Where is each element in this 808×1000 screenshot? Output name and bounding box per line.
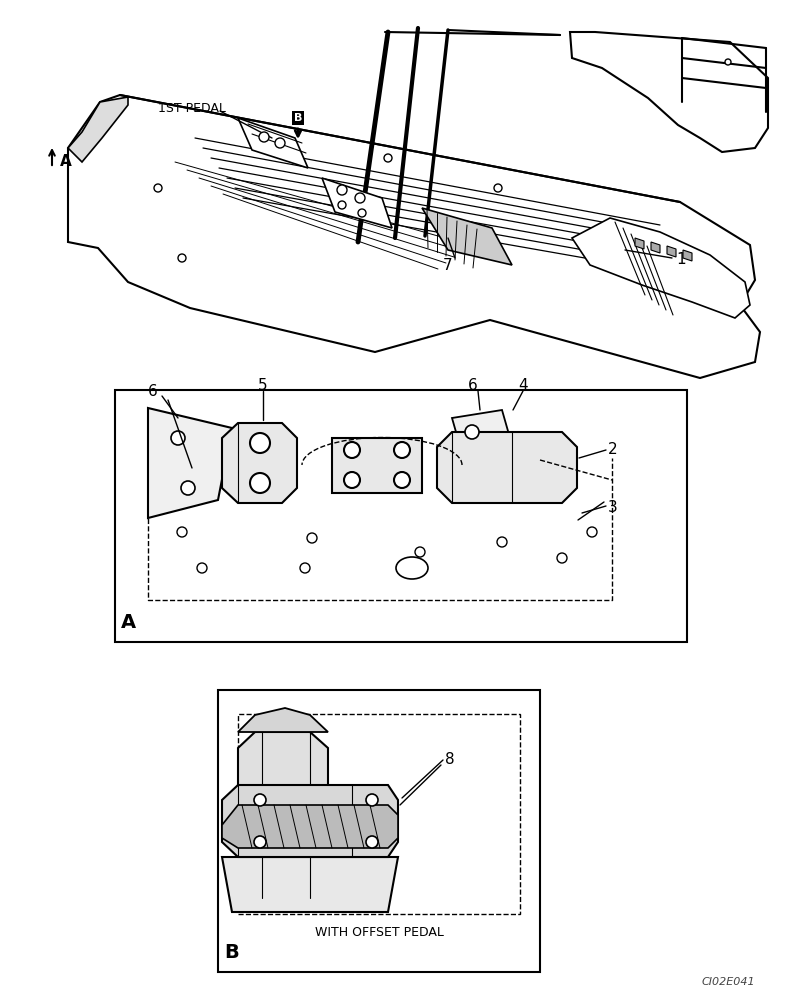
Polygon shape (452, 410, 512, 453)
Circle shape (178, 254, 186, 262)
Circle shape (415, 547, 425, 557)
Text: A: A (121, 613, 136, 632)
Text: A: A (60, 154, 72, 169)
Text: 6: 6 (148, 384, 158, 399)
Polygon shape (437, 432, 577, 503)
Ellipse shape (396, 557, 428, 579)
Circle shape (307, 533, 317, 543)
Circle shape (197, 563, 207, 573)
Circle shape (154, 184, 162, 192)
Text: 5: 5 (258, 378, 267, 393)
Circle shape (181, 481, 195, 495)
Polygon shape (570, 32, 768, 152)
Text: 8: 8 (445, 752, 455, 768)
Circle shape (250, 473, 270, 493)
Polygon shape (667, 246, 676, 257)
Circle shape (366, 836, 378, 848)
Circle shape (497, 537, 507, 547)
Bar (218, 690, 540, 972)
Text: WITH OFFSET PEDAL: WITH OFFSET PEDAL (314, 926, 444, 938)
Circle shape (259, 132, 269, 142)
Polygon shape (222, 857, 398, 912)
Polygon shape (635, 238, 644, 249)
Circle shape (177, 527, 187, 537)
Text: 4: 4 (518, 378, 528, 393)
Text: 7: 7 (443, 258, 452, 273)
Circle shape (587, 527, 597, 537)
Polygon shape (238, 708, 328, 732)
Polygon shape (238, 732, 328, 898)
Circle shape (725, 59, 731, 65)
Circle shape (494, 184, 502, 192)
Text: 6: 6 (468, 378, 478, 393)
Circle shape (338, 201, 346, 209)
Circle shape (300, 563, 310, 573)
Polygon shape (68, 95, 760, 378)
Polygon shape (222, 423, 297, 503)
Circle shape (344, 442, 360, 458)
Polygon shape (572, 218, 750, 318)
Circle shape (394, 442, 410, 458)
Circle shape (254, 836, 266, 848)
Circle shape (275, 138, 285, 148)
Text: 1: 1 (676, 252, 686, 267)
Circle shape (366, 794, 378, 806)
Circle shape (394, 472, 410, 488)
Circle shape (384, 154, 392, 162)
Circle shape (358, 209, 366, 217)
Polygon shape (222, 785, 398, 857)
Circle shape (557, 553, 567, 563)
Text: B: B (294, 113, 302, 123)
Text: B: B (224, 943, 238, 962)
Polygon shape (322, 178, 392, 228)
Bar (115, 390, 687, 642)
Polygon shape (68, 97, 128, 162)
Text: 1ST PEDAL: 1ST PEDAL (158, 102, 226, 114)
Polygon shape (222, 805, 398, 848)
Polygon shape (332, 438, 422, 493)
Polygon shape (683, 250, 692, 261)
Circle shape (465, 425, 479, 439)
Polygon shape (422, 208, 512, 265)
Circle shape (250, 433, 270, 453)
Text: CI02E041: CI02E041 (701, 977, 755, 987)
Polygon shape (651, 242, 660, 253)
Circle shape (344, 472, 360, 488)
Text: 3: 3 (608, 500, 618, 516)
Text: 2: 2 (608, 442, 617, 458)
Polygon shape (148, 408, 232, 518)
Circle shape (254, 794, 266, 806)
Polygon shape (238, 118, 308, 168)
Bar (238, 714, 520, 914)
Circle shape (171, 431, 185, 445)
Circle shape (355, 193, 365, 203)
Circle shape (337, 185, 347, 195)
